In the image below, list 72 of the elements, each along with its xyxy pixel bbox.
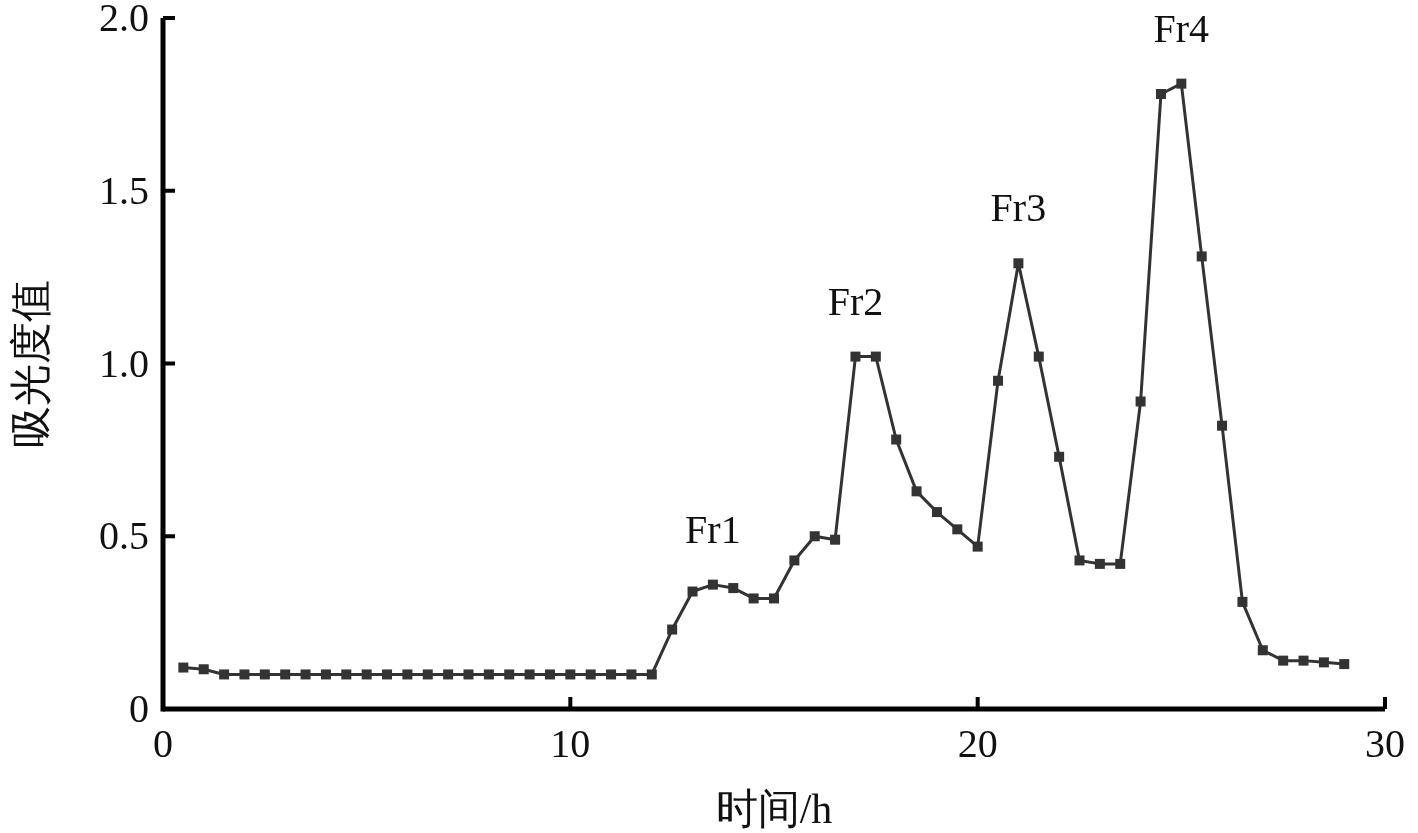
point (483, 669, 494, 680)
point (646, 669, 657, 680)
point (870, 351, 881, 362)
y-tick-label: 1.5 (99, 167, 149, 213)
y-tick-label: 0.5 (99, 513, 149, 559)
point (809, 531, 820, 542)
point (544, 669, 555, 680)
point (707, 579, 718, 590)
point (300, 669, 311, 680)
point (606, 669, 617, 680)
point (1176, 78, 1187, 89)
x-tick-label: 10 (550, 721, 591, 766)
point (422, 669, 433, 680)
point (1054, 451, 1065, 462)
point (1135, 396, 1146, 407)
point (1339, 659, 1350, 670)
point (972, 541, 983, 552)
point (850, 351, 861, 362)
point (1237, 596, 1248, 607)
y-axis-title: 吸光度值 (8, 279, 54, 448)
point (1115, 558, 1126, 569)
annotation: Fr1 (685, 506, 741, 552)
point (1196, 251, 1207, 262)
point (463, 669, 474, 680)
point (667, 624, 678, 635)
point (219, 669, 230, 680)
point (1094, 558, 1105, 569)
point (320, 669, 331, 680)
point (259, 669, 270, 680)
point (626, 669, 637, 680)
point (1013, 258, 1024, 269)
point (382, 669, 393, 680)
annotation: Fr2 (827, 278, 884, 324)
point (891, 434, 902, 445)
point (1318, 657, 1329, 668)
point (1278, 655, 1289, 666)
point (280, 669, 291, 680)
point (239, 669, 250, 680)
point (789, 555, 800, 566)
point (1298, 655, 1309, 666)
point (993, 375, 1004, 386)
x-tick-label: 20 (957, 721, 998, 766)
point (443, 669, 454, 680)
point (178, 662, 189, 673)
point (1257, 645, 1268, 656)
point (911, 486, 922, 497)
point (361, 669, 372, 680)
point (341, 669, 352, 680)
y-tick-label: 2.0 (99, 0, 149, 40)
point (585, 669, 596, 680)
point (504, 669, 515, 680)
point (952, 524, 963, 535)
point (565, 669, 576, 680)
x-axis-title: 时间/h (715, 786, 833, 832)
point (769, 593, 779, 604)
y-tick-label: 1.0 (99, 340, 149, 386)
point (1074, 555, 1085, 566)
point (748, 593, 759, 604)
point (402, 669, 413, 680)
y-tick-label: 0 (129, 686, 149, 731)
x-tick-label: 30 (1365, 721, 1405, 766)
point (728, 583, 739, 594)
annotation: Fr3 (990, 185, 1047, 231)
point (1217, 420, 1228, 431)
point (524, 669, 535, 680)
point (687, 586, 698, 597)
annotation: Fr4 (1153, 5, 1210, 51)
point (1155, 89, 1166, 100)
point (830, 534, 841, 545)
point (198, 664, 209, 675)
point (931, 507, 942, 518)
point (1033, 351, 1044, 362)
